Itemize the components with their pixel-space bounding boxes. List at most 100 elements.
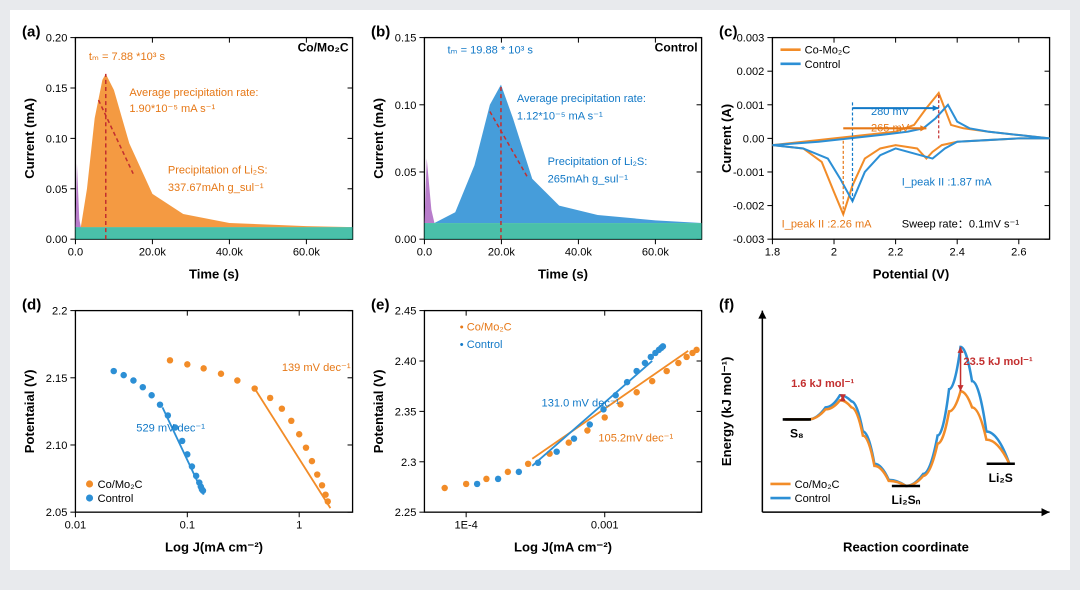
svg-text:23.5 kJ mol⁻¹: 23.5 kJ mol⁻¹ xyxy=(964,356,1034,368)
panel-b: 0.0 20.0k 40.0k 60.0k 0.00 0.05 0.10 0.15 Time (… xyxy=(369,20,712,287)
svg-text:Li₂S: Li₂S xyxy=(989,471,1013,485)
svg-text:Precipitation of Li₂S:: Precipitation of Li₂S: xyxy=(168,165,268,177)
svg-text:0.001: 0.001 xyxy=(737,100,765,112)
svg-text:(f): (f) xyxy=(719,297,734,314)
svg-text:Sweep rate：0.1mV s⁻¹: Sweep rate：0.1mV s⁻¹ xyxy=(902,218,1020,230)
svg-text:(a): (a) xyxy=(22,24,40,41)
svg-text:20.0k: 20.0k xyxy=(139,246,167,258)
svg-text:(e): (e) xyxy=(371,297,389,314)
svg-text:I_peak II :2.26 mA: I_peak II :2.26 mA xyxy=(782,218,873,230)
svg-text:2.10: 2.10 xyxy=(46,440,68,452)
svg-text:1.6 kJ mol⁻¹: 1.6 kJ mol⁻¹ xyxy=(791,378,854,390)
svg-text:0.10: 0.10 xyxy=(46,133,68,145)
svg-text:0.05: 0.05 xyxy=(394,167,416,179)
svg-text:Control: Control xyxy=(654,41,697,55)
panel-a: 0.0 20.0k 40.0k 60.0k 0.00 0.05 0.10 0.15 0.20 Ti… xyxy=(20,20,363,287)
svg-text:2.05: 2.05 xyxy=(46,507,68,519)
svg-text:Control: Control xyxy=(805,59,841,71)
svg-text:Reaction coordinate: Reaction coordinate xyxy=(843,539,969,554)
svg-text:(b): (b) xyxy=(371,24,390,41)
panel-grid: 0.0 20.0k 40.0k 60.0k 0.00 0.05 0.10 0.15 0.20 Ti… xyxy=(10,10,1070,570)
svg-text:40.0k: 40.0k xyxy=(216,246,244,258)
svg-text:529 mV dec⁻¹: 529 mV dec⁻¹ xyxy=(136,423,205,435)
svg-text:0.001: 0.001 xyxy=(591,519,619,531)
svg-text:0.002: 0.002 xyxy=(737,66,765,78)
svg-text:1.8: 1.8 xyxy=(765,246,780,258)
svg-text:1: 1 xyxy=(296,519,302,531)
svg-text:105.2mV dec⁻¹: 105.2mV dec⁻¹ xyxy=(598,433,673,445)
svg-text:0.00: 0.00 xyxy=(394,234,416,246)
svg-text:-0.002: -0.002 xyxy=(733,201,764,213)
svg-text:(c): (c) xyxy=(719,24,737,41)
svg-text:0.20: 0.20 xyxy=(46,33,68,45)
svg-text:(d): (d) xyxy=(22,297,41,314)
figure-frame: 0.0 20.0k 40.0k 60.0k 0.00 0.05 0.10 0.15 0.20 Ti… xyxy=(10,10,1070,570)
panel-e: 1E-40.0012.252.32.352.402.45Log J(mA cm⁻… xyxy=(369,293,712,560)
svg-text:0.05: 0.05 xyxy=(46,184,68,196)
svg-text:I_peak II :1.87 mA: I_peak II :1.87 mA xyxy=(902,176,993,188)
svg-text:Li₂Sₙ: Li₂Sₙ xyxy=(892,493,921,507)
svg-text:Log J(mA cm⁻²): Log J(mA cm⁻²) xyxy=(514,539,612,554)
panel-d: 0.01 0.1 1 2.05 2.10 2.15 2.2 Log J(mA cm⁻²) Pot… xyxy=(20,293,363,560)
svg-text:Potentaial (V): Potentaial (V) xyxy=(22,370,37,454)
svg-text:Control: Control xyxy=(98,493,134,505)
svg-text:2: 2 xyxy=(831,246,837,258)
panel-f: (f) Energy (kJ mol⁻¹) Reaction coordinate S… xyxy=(717,293,1060,560)
svg-text:0.15: 0.15 xyxy=(394,33,416,45)
svg-text:0.0: 0.0 xyxy=(416,246,431,258)
svg-text:Co/Mo₂C: Co/Mo₂C xyxy=(298,41,349,55)
svg-text:0.0: 0.0 xyxy=(68,246,83,258)
svg-text:40.0k: 40.0k xyxy=(565,246,593,258)
svg-text:139 mV dec⁻¹: 139 mV dec⁻¹ xyxy=(282,362,351,374)
svg-text:-0.001: -0.001 xyxy=(733,167,764,179)
svg-text:tₘ = 7.88 *10³ s: tₘ = 7.88 *10³ s xyxy=(89,51,166,63)
svg-text:2.6: 2.6 xyxy=(1011,246,1026,258)
svg-text:Precipitation of Li₂S:: Precipitation of Li₂S: xyxy=(547,156,647,168)
svg-text:0.15: 0.15 xyxy=(46,83,68,95)
svg-text:2.2: 2.2 xyxy=(888,246,903,258)
svg-text:Potentaial (V): Potentaial (V) xyxy=(371,370,386,454)
svg-text:Average precipitation rate:: Average precipitation rate: xyxy=(129,87,258,99)
svg-text:2.15: 2.15 xyxy=(46,373,68,385)
svg-text:20.0k: 20.0k xyxy=(488,246,516,258)
svg-text:Time (s): Time (s) xyxy=(189,266,239,281)
svg-text:Co-Mo₂C: Co-Mo₂C xyxy=(805,45,851,57)
svg-text:Control: Control xyxy=(795,493,831,505)
svg-text:Log J(mA cm⁻²): Log J(mA cm⁻²) xyxy=(165,539,263,554)
svg-text:337.67mAh g_sul⁻¹: 337.67mAh g_sul⁻¹ xyxy=(168,182,264,194)
svg-text:0.1: 0.1 xyxy=(180,519,195,531)
svg-text:60.0k: 60.0k xyxy=(293,246,321,258)
svg-text:2.40: 2.40 xyxy=(394,356,416,368)
svg-text:0.01: 0.01 xyxy=(65,519,87,531)
svg-text:Current (A): Current (A) xyxy=(719,104,734,173)
svg-text:280 mV: 280 mV xyxy=(871,106,910,118)
svg-text:Potential (V): Potential (V) xyxy=(873,266,949,281)
svg-text:1E-4: 1E-4 xyxy=(454,519,477,531)
svg-text:Current (mA): Current (mA) xyxy=(371,98,386,179)
svg-text:1.90*10⁻⁵ mA s⁻¹: 1.90*10⁻⁵ mA s⁻¹ xyxy=(129,103,215,115)
svg-text:2.4: 2.4 xyxy=(950,246,965,258)
svg-text:0.00: 0.00 xyxy=(46,234,68,246)
svg-text:• Control: • Control xyxy=(459,339,502,351)
svg-text:Average precipitation rate:: Average precipitation rate: xyxy=(516,93,645,105)
svg-text:Current (mA): Current (mA) xyxy=(22,98,37,179)
svg-text:Energy (kJ mol⁻¹): Energy (kJ mol⁻¹) xyxy=(719,357,734,467)
svg-text:2.25: 2.25 xyxy=(394,507,416,519)
svg-text:0.00: 0.00 xyxy=(743,133,765,145)
svg-text:60.0k: 60.0k xyxy=(642,246,670,258)
svg-text:265 mV: 265 mV xyxy=(871,123,910,135)
svg-text:265mAh g_sul⁻¹: 265mAh g_sul⁻¹ xyxy=(547,174,628,186)
svg-text:Co/Mo₂C: Co/Mo₂C xyxy=(98,479,143,491)
svg-text:• Co/Mo₂C: • Co/Mo₂C xyxy=(459,322,511,334)
svg-text:tₘ = 19.88 * 10³ s: tₘ = 19.88 * 10³ s xyxy=(447,45,533,57)
svg-text:131.0 mV dec⁻¹: 131.0 mV dec⁻¹ xyxy=(541,397,619,409)
svg-text:0.10: 0.10 xyxy=(394,100,416,112)
svg-text:2.2: 2.2 xyxy=(52,306,67,318)
svg-text:S₈: S₈ xyxy=(790,427,804,441)
svg-text:2.3: 2.3 xyxy=(401,457,416,469)
svg-text:Co/Mo₂C: Co/Mo₂C xyxy=(795,479,840,491)
svg-text:-0.003: -0.003 xyxy=(733,234,764,246)
svg-text:0.003: 0.003 xyxy=(737,33,765,45)
svg-text:1.12*10⁻⁵ mA s⁻¹: 1.12*10⁻⁵ mA s⁻¹ xyxy=(516,111,602,123)
svg-text:Time (s): Time (s) xyxy=(538,266,588,281)
